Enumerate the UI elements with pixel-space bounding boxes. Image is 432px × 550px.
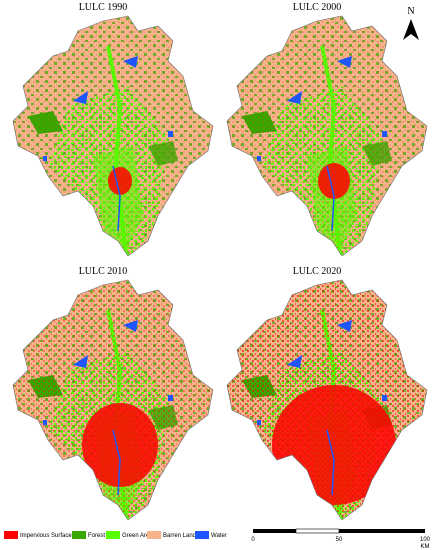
map-layers [13,16,213,256]
water [168,131,173,137]
water [73,91,88,104]
legend-label: Impervious Surface [20,533,72,539]
water [287,91,302,104]
legend-label: Barren Land [163,533,196,539]
map-layers [227,16,427,256]
impervious-surface [108,167,132,195]
water [257,420,261,425]
map-layers [13,280,213,520]
impervious-surface [318,163,350,199]
legend-swatch [147,531,161,539]
scale-segment [295,528,340,534]
impervious-surface [82,403,158,487]
impervious-texture [13,16,213,256]
legend-label: Water [211,533,227,539]
legend-label: Green Area [122,533,153,539]
map-layers [227,280,427,520]
water [337,320,352,332]
water [43,420,47,425]
scale-unit: KM [421,544,430,550]
water [73,355,88,368]
north-arrow: N [403,6,419,40]
scale-label: 0 [251,537,255,543]
scale-label: 50 [336,537,343,543]
scale-segment [253,529,296,533]
impervious-texture [227,16,427,256]
legend-swatch [195,531,209,539]
river [112,429,121,496]
panel-title: LULC 2020 [293,266,342,277]
legend-swatch [4,531,18,539]
panel-title: LULC 1990 [79,2,128,13]
water [287,355,302,368]
map-outline [226,15,428,257]
panel-title: LULC 2000 [293,2,342,13]
north-label: N [407,6,414,17]
map-outline [12,279,214,521]
water [43,156,47,161]
legend: Impervious Surface Forest Green Area Barren… [4,531,227,539]
lulc-map [226,15,428,257]
water [123,56,138,68]
scale-segment [339,529,425,533]
water [382,395,387,401]
impervious-texture [13,280,213,520]
map-outline [226,279,428,521]
scale-label: 100 [420,537,431,543]
water [168,395,173,401]
lulc-map [12,15,214,257]
river [326,429,335,496]
legend-swatch [72,531,86,539]
impervious-surface [272,385,396,505]
legend-label: Forest [88,533,105,539]
legend-swatch [106,531,120,539]
panel-title: LULC 2010 [79,266,128,277]
lulc-map [226,279,428,521]
river [326,165,335,232]
water [337,56,352,68]
water [123,320,138,332]
river [112,165,121,232]
map-panels: LULC 1990 LULC 2000 LULC 2010 LULC 2020 [12,2,428,521]
map-outline [12,15,214,257]
lulc-map [12,279,214,521]
water [382,131,387,137]
water [257,156,261,161]
north-arrow-shape [403,19,419,40]
